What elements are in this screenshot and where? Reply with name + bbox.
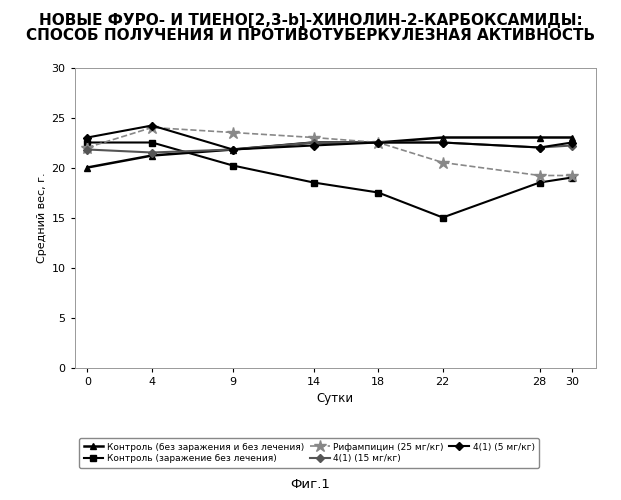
Legend: Контроль (без заражения и без лечения), Контроль (заражение без лечения), Рифамп: Контроль (без заражения и без лечения), … <box>79 438 539 468</box>
Text: Фиг.1: Фиг.1 <box>291 478 330 491</box>
X-axis label: Сутки: Сутки <box>317 392 354 405</box>
Text: НОВЫЕ ФУРО- И ТИЕНО[2,3-b]-ХИНОЛИН-2-КАРБОКСАМИДЫ:: НОВЫЕ ФУРО- И ТИЕНО[2,3-b]-ХИНОЛИН-2-КАР… <box>39 12 582 28</box>
Text: СПОСОБ ПОЛУЧЕНИЯ И ПРОТИВОТУБЕРКУЛЕЗНАЯ АКТИВНОСТЬ: СПОСОБ ПОЛУЧЕНИЯ И ПРОТИВОТУБЕРКУЛЕЗНАЯ … <box>26 28 595 42</box>
Y-axis label: Средний вес, г.: Средний вес, г. <box>37 172 47 263</box>
